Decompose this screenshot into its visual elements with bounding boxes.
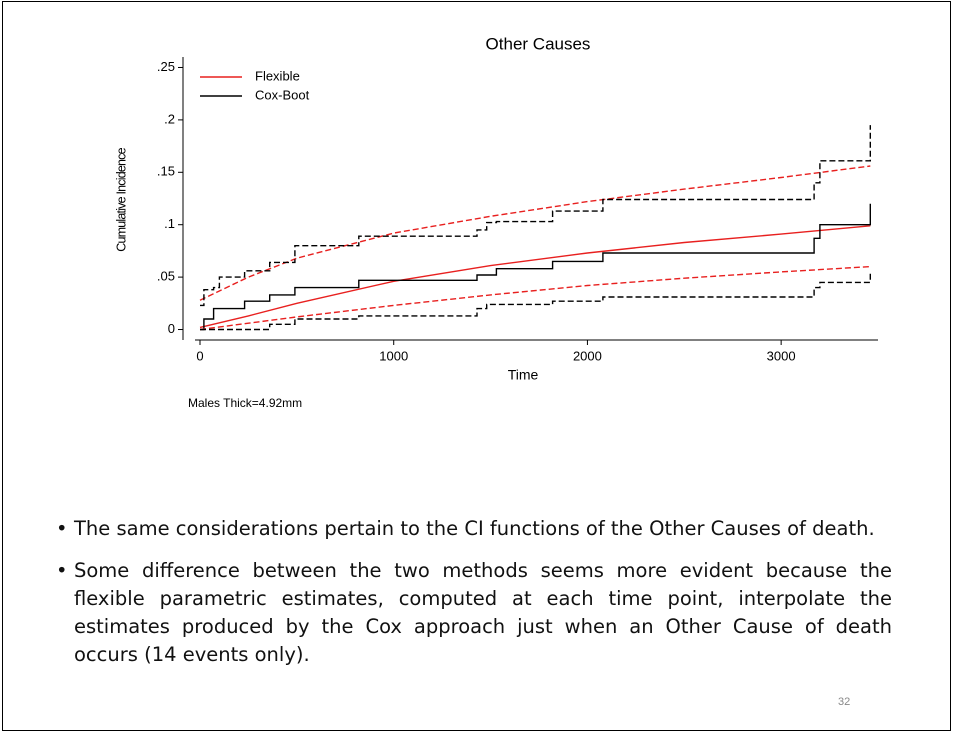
bullet: The same considerations pertain to the C… [56,515,892,543]
y-tick-label: .2 [164,111,175,126]
series-line [199,165,871,301]
x-tick-label: 3000 [767,348,796,363]
bullet: Some difference between the two methods … [56,557,892,669]
legend-label: Flexible [255,68,300,83]
series-line [199,265,871,331]
series-line [200,271,871,331]
series-line [200,203,871,331]
series-line [200,125,871,307]
x-tick-label: 1000 [379,348,408,363]
legend-label: Cox-Boot [255,87,310,102]
y-axis-label: Cumulative Incidence [114,147,128,251]
page-number: 32 [838,696,851,708]
y-tick-label: .05 [157,269,175,284]
y-tick-label: .15 [157,164,175,179]
series-line [199,225,871,329]
x-tick-label: 2000 [573,348,602,363]
x-axis-label: Time [508,367,539,383]
chart-title: Other Causes [486,34,591,53]
y-tick-label: .25 [157,59,175,74]
chart: Other Causes Time Cumulative Incidence M… [114,34,878,410]
y-tick-label: .1 [164,216,175,231]
x-tick-label: 0 [196,348,203,363]
chart-note: Males Thick=4.92mm [188,396,302,410]
bullet-list: The same considerations pertain to the C… [56,515,892,683]
y-tick-label: 0 [168,321,175,336]
